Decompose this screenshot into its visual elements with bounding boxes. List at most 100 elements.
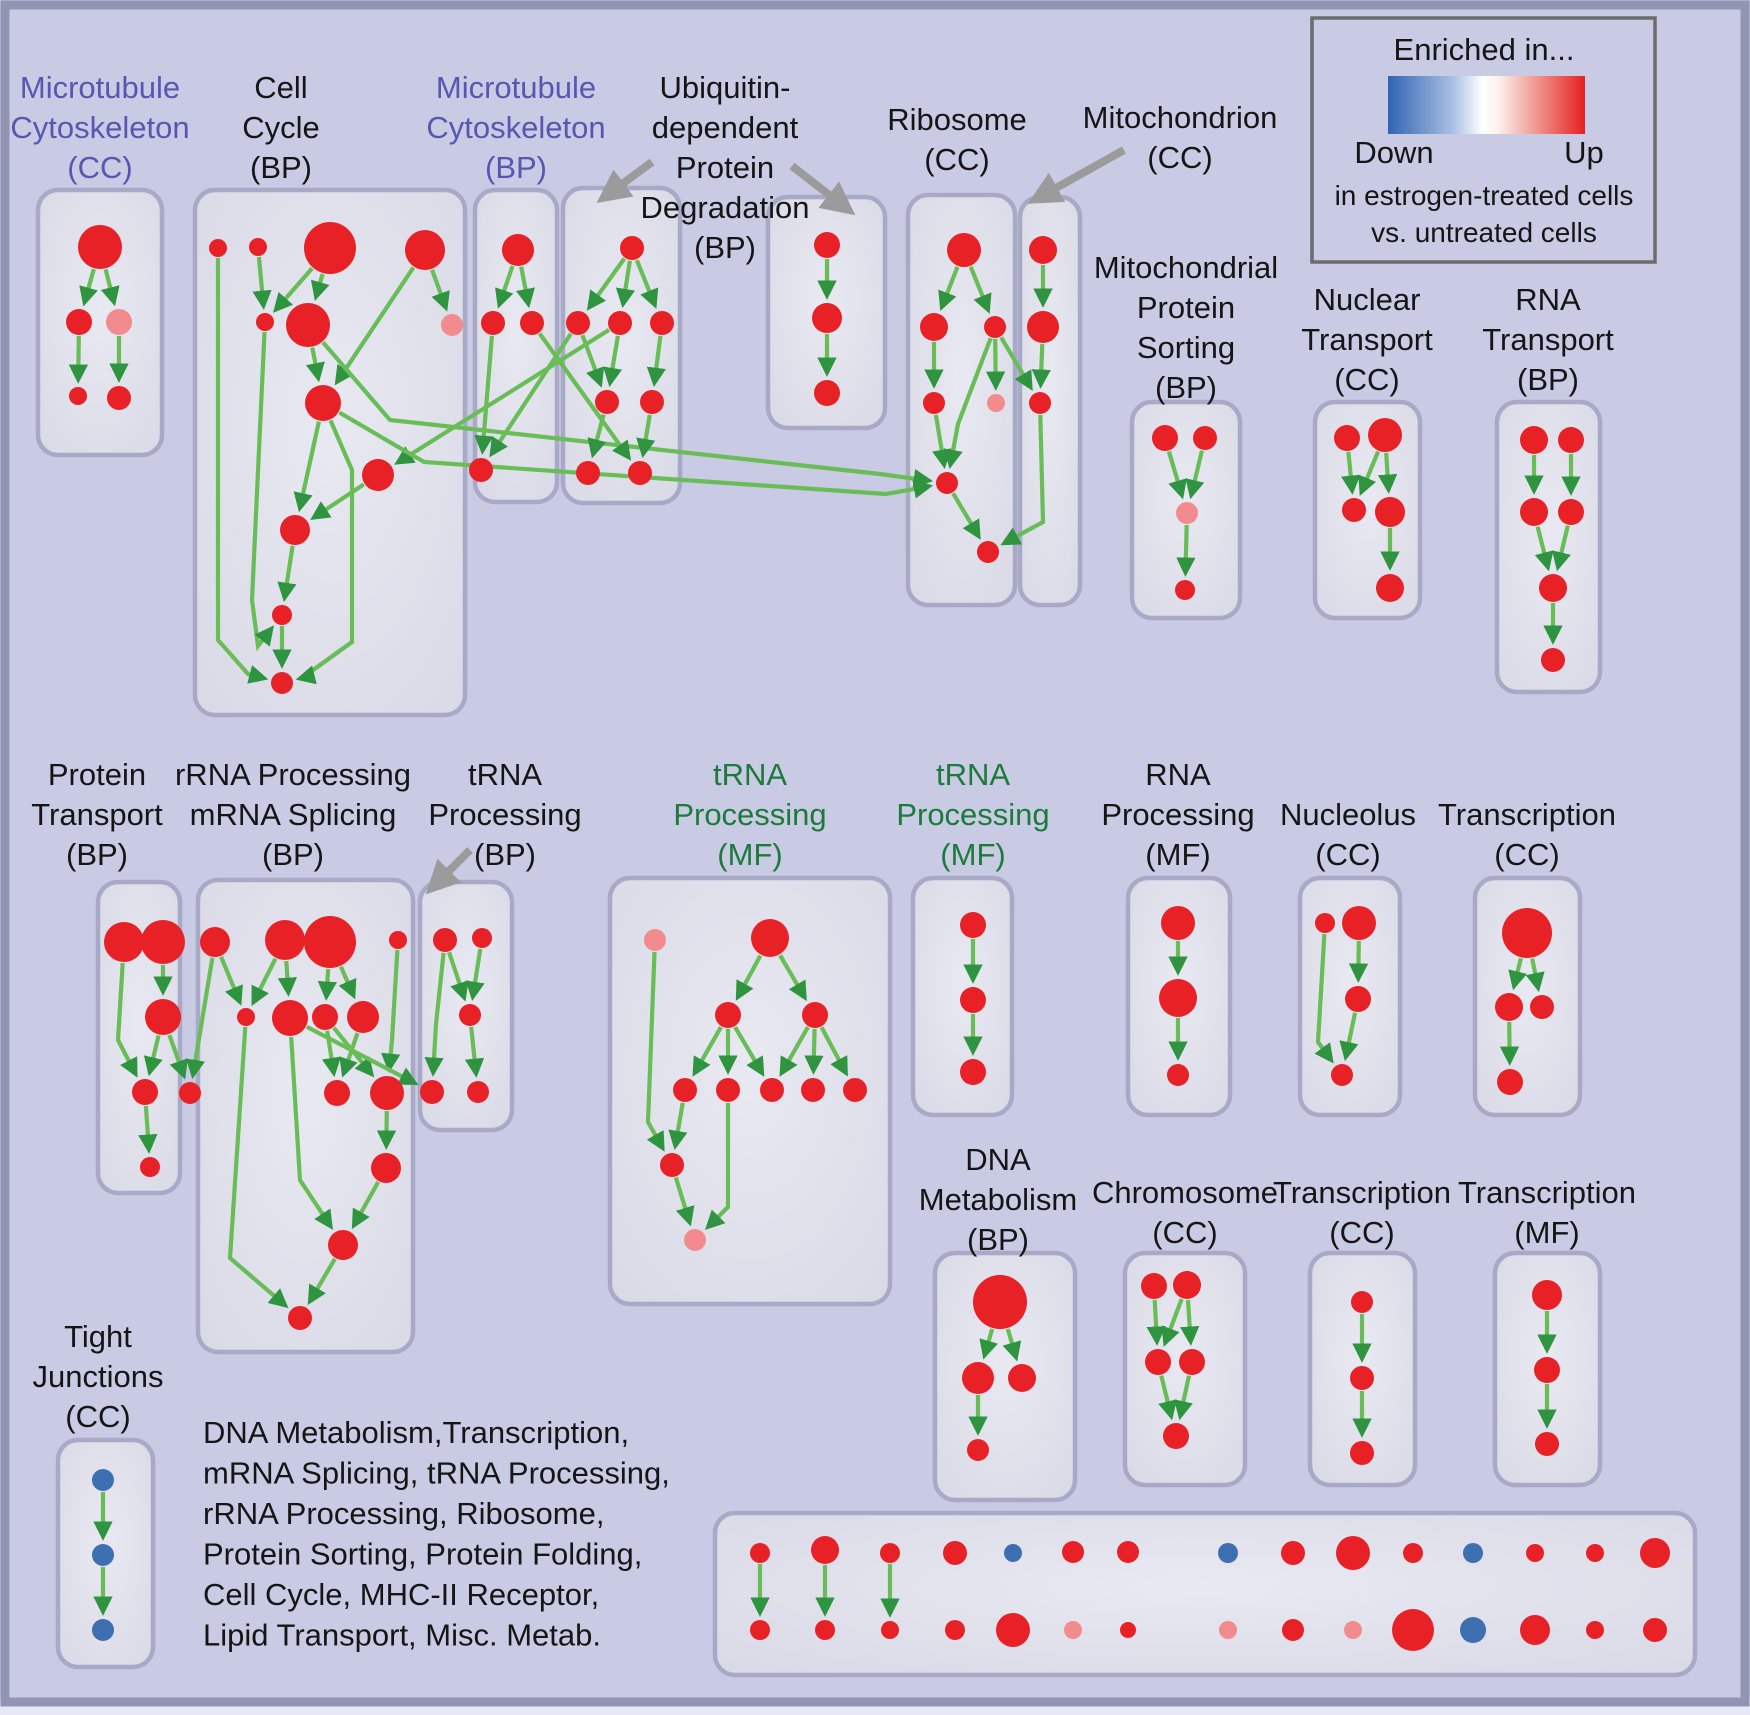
edge-nn6-nn11 <box>704 1103 731 1231</box>
cluster-label-mitochondrion: Mitochondrion (CC) <box>1083 100 1278 175</box>
edge-t3-t5 <box>1158 1375 1177 1421</box>
legend-down-label: Down <box>1354 135 1433 170</box>
go-term-node-d8 <box>628 461 652 485</box>
go-term-node-m5 <box>467 1081 489 1103</box>
edge-l3-l8 <box>338 965 357 1000</box>
legend: Enriched in... Down Up in estrogen-treat… <box>1310 16 1657 264</box>
go-term-node-nn8 <box>801 1078 825 1102</box>
go-term-node-x15t <box>1640 1538 1670 1568</box>
go-term-node-f2 <box>920 313 948 341</box>
cluster-label-transcription-cc: Transcription (CC) <box>1438 797 1616 872</box>
edge-b1-b12 <box>215 258 269 684</box>
edge-l6-l13 <box>289 1036 333 1230</box>
cluster-label-trna-mf-1: tRNA Processing (MF) <box>673 757 826 872</box>
cluster-label-tight-junctions: Tight Junctions (CC) <box>33 1319 164 1434</box>
go-term-node-k5 <box>140 1157 160 1177</box>
edge-m2-m3 <box>465 948 485 1001</box>
cluster-box-rna-transport <box>1494 399 1603 695</box>
edge-b3-b5 <box>273 266 314 313</box>
cluster-labels-layer: Microtubule Cytoskeleton (CC) Cell Cycle (BP)… <box>10 70 1636 1434</box>
edge-s1-s2 <box>979 1328 998 1360</box>
edge-k4-k5 <box>138 1105 158 1154</box>
go-term-node-m3 <box>459 1004 481 1026</box>
cluster-label-nuclear-transport: Nuclear Transport (CC) <box>1301 282 1433 397</box>
go-term-node-w3 <box>92 1619 114 1641</box>
go-term-node-x9t <box>1281 1541 1305 1565</box>
edge-nn4-nn8 <box>804 1028 824 1075</box>
go-term-node-i5 <box>1376 574 1404 602</box>
go-term-node-d7 <box>576 461 600 485</box>
legend-up-label: Up <box>1564 135 1604 170</box>
go-term-node-c4 <box>469 458 493 482</box>
nodes-layer <box>66 222 1670 1651</box>
go-term-node-nn3 <box>715 1002 741 1028</box>
edge-t1-t3 <box>1146 1299 1166 1346</box>
edge-i2-i3 <box>1358 450 1381 496</box>
edge-d4-d6 <box>646 335 666 387</box>
go-term-node-d3 <box>608 311 632 335</box>
go-term-node-x3b <box>881 1621 899 1639</box>
go-term-node-v3 <box>1535 1432 1559 1456</box>
go-term-node-s2 <box>962 1362 994 1394</box>
go-term-node-l12 <box>371 1153 401 1183</box>
edge-d3-d5 <box>603 335 623 388</box>
go-term-node-l11 <box>370 1076 404 1110</box>
go-term-node-k4 <box>132 1079 158 1105</box>
go-term-node-nn5 <box>673 1078 697 1102</box>
edge-f3-g3 <box>999 336 1033 391</box>
summary-text-layer: DNA Metabolism,Transcription, mRNA Splici… <box>203 1415 670 1653</box>
go-term-node-v2 <box>1534 1357 1560 1383</box>
cluster-label-transcription-cc-2: Transcription (CC) <box>1273 1175 1451 1250</box>
edge-m3-m5 <box>464 1026 485 1078</box>
go-term-node-rr4 <box>1497 1069 1523 1095</box>
go-term-node-b8 <box>305 385 341 421</box>
edge-d1-d4 <box>634 259 659 309</box>
go-term-node-qq3 <box>1345 986 1371 1012</box>
go-term-node-w2 <box>92 1544 114 1566</box>
go-term-node-l9 <box>179 1082 201 1104</box>
edge-d5-d7 <box>587 414 607 459</box>
go-term-node-x4t <box>943 1541 967 1565</box>
go-term-node-b12 <box>271 672 293 694</box>
edge-l11-l12 <box>376 1110 397 1150</box>
go-term-node-a2 <box>66 309 92 335</box>
go-term-node-nn9 <box>843 1078 867 1102</box>
edge-m1-m4 <box>424 952 446 1077</box>
go-term-node-d5 <box>595 390 619 414</box>
go-term-node-x3t <box>880 1543 900 1563</box>
go-term-node-u2 <box>1350 1366 1374 1390</box>
edge-b8-f6 <box>338 410 934 499</box>
go-term-node-b1 <box>209 239 227 257</box>
go-term-node-h1 <box>1152 425 1178 451</box>
go-term-node-i3 <box>1342 498 1366 522</box>
go-term-node-e2 <box>812 303 842 333</box>
edge-t4-t5 <box>1174 1375 1193 1421</box>
go-term-node-c2 <box>481 311 505 335</box>
edge-l1-l9 <box>185 957 215 1080</box>
edge-i1-i3 <box>1341 451 1361 495</box>
cluster-box-rrna-mrna <box>195 877 416 1355</box>
edge-rr1-rr3 <box>1525 958 1545 993</box>
edge-qq1-qq4 <box>1314 933 1334 1064</box>
go-term-node-f5 <box>987 394 1005 412</box>
go-term-node-j4 <box>1558 499 1584 525</box>
go-term-node-o2 <box>960 987 986 1013</box>
edge-nn5-nn10 <box>668 1102 688 1151</box>
go-term-node-e1 <box>814 232 840 258</box>
go-term-node-x12b <box>1460 1617 1486 1643</box>
pointer-arrow-mitochondrion <box>1027 146 1126 204</box>
edge-nn3-nn5 <box>692 1026 723 1077</box>
go-term-node-f3 <box>984 316 1006 338</box>
go-term-node-nn7 <box>760 1078 784 1102</box>
cluster-label-rna-transport: RNA Transport (BP) <box>1482 282 1614 397</box>
edge-j3-j5 <box>1534 526 1554 572</box>
go-term-node-l13 <box>328 1230 358 1260</box>
edge-nn2-nn4 <box>778 954 807 1002</box>
go-term-node-nn2 <box>751 919 789 957</box>
go-term-node-l10 <box>324 1080 350 1106</box>
edge-d3-b9 <box>394 328 611 465</box>
edge-l2-l6 <box>277 960 298 997</box>
pointer-arrow-trna-bp <box>425 847 473 895</box>
go-term-node-x6b <box>1064 1621 1082 1639</box>
